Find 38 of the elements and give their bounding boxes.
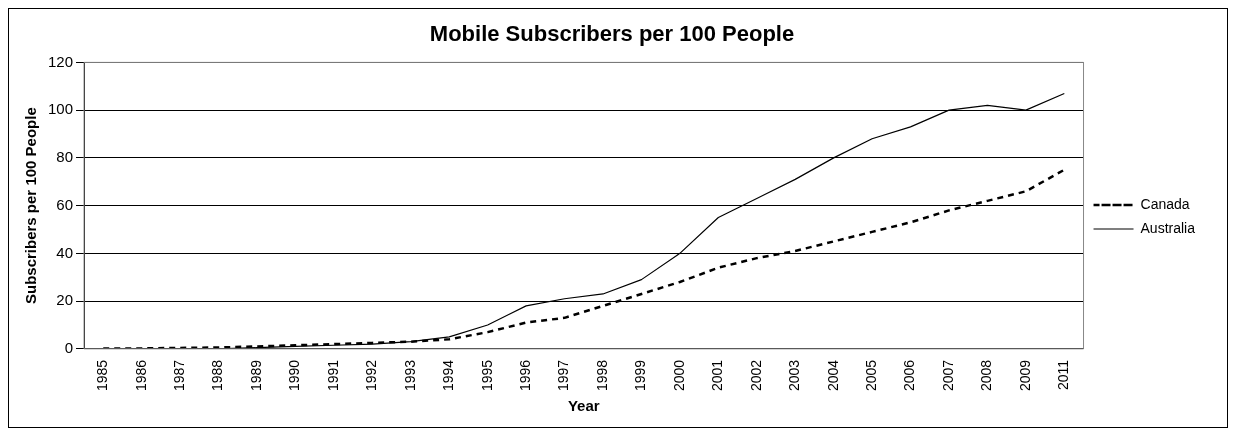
- x-tick-label: 1998: [593, 359, 610, 392]
- x-tick-label: 1997: [555, 359, 572, 392]
- y-tick-label: 40: [56, 243, 74, 261]
- x-tick-label: 2011: [1055, 359, 1072, 390]
- y-tick-label: 0: [64, 339, 74, 356]
- x-tick-label: 1986: [132, 359, 149, 392]
- legend-label: Australia: [1140, 219, 1196, 236]
- y-axis-title: Subscribers per 100 People: [22, 107, 40, 305]
- x-tick-label: 2005: [862, 359, 879, 392]
- x-tick-label: 2009: [1016, 359, 1033, 392]
- y-tick-label: 120: [48, 52, 74, 70]
- y-tick-label: 100: [48, 100, 74, 118]
- chart-title: Mobile Subscribers per 100 People: [429, 21, 795, 47]
- legend-label: Canada: [1140, 195, 1190, 212]
- x-tick-label: 1996: [516, 359, 533, 392]
- x-tick-label: 1990: [286, 359, 303, 392]
- x-tick-label: 1995: [478, 359, 495, 392]
- y-tick-label: 60: [56, 195, 74, 213]
- x-tick-label: 2004: [824, 359, 841, 392]
- x-tick-label: 1989: [247, 359, 264, 392]
- x-tick-label: 2008: [978, 359, 995, 392]
- x-axis-title: Year: [567, 397, 600, 415]
- x-tick-label: 2002: [747, 359, 764, 392]
- y-tick-label: 80: [56, 148, 74, 166]
- x-tick-label: 1993: [401, 359, 418, 392]
- x-tick-label: 1987: [170, 359, 187, 392]
- x-tick-label: 1994: [440, 359, 457, 392]
- x-tick-label: 1991: [324, 359, 341, 392]
- x-tick-label: 2006: [901, 359, 918, 392]
- x-tick-label: 1992: [363, 359, 380, 392]
- x-tick-label: 2003: [786, 359, 803, 392]
- x-tick-label: 1985: [94, 359, 111, 392]
- x-tick-label: 2007: [939, 359, 956, 392]
- y-tick-label: 20: [56, 291, 74, 309]
- x-tick-label: 2001: [709, 359, 726, 392]
- x-tick-label: 2000: [670, 359, 687, 392]
- x-tick-label: 1999: [632, 359, 649, 392]
- x-tick-label: 1988: [209, 359, 226, 392]
